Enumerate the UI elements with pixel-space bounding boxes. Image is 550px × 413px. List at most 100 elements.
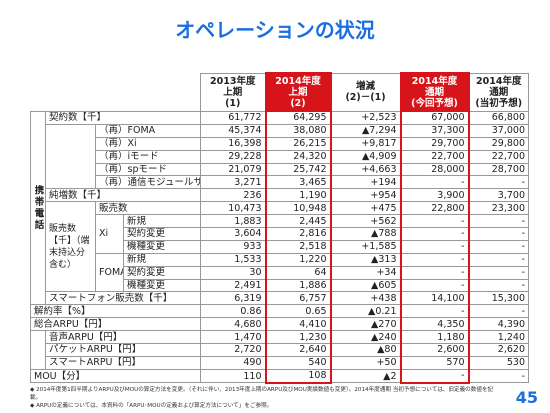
cell-value: ▲80 — [330, 343, 401, 357]
column-header: 2013年度 上期 (1) — [200, 72, 266, 112]
cell-value: 67,000 — [399, 110, 470, 125]
sub-group-label: Xi — [95, 214, 124, 254]
cell-value: - — [468, 304, 529, 319]
footnote: ◆ 2014年度第1四半期よりARPU及びMOUの算定方法を変更。（それに伴い、… — [30, 387, 494, 401]
row-label: 契約変更 — [123, 227, 201, 241]
cell-value: 490 — [200, 355, 266, 370]
cell-value: 22,800 — [399, 201, 470, 216]
cell-value: 3,465 — [264, 175, 332, 190]
cell-value: 16,398 — [200, 136, 266, 151]
cell-value: 1,240 — [468, 330, 529, 345]
column-header: 2014年度 通期 (当初予想) — [468, 72, 529, 112]
cell-value: 64 — [264, 265, 332, 280]
column-header-line: (今回予想) — [411, 97, 458, 109]
cell-value: 110 — [200, 368, 266, 384]
table-row: （再）Xi 16,398 26,215 +9,817 29,700 29,800 — [31, 136, 529, 151]
row-label: 契約数【千】 — [45, 110, 201, 125]
table-row: （再）spモード 21,079 25,742 +4,663 28,000 28,700 — [31, 162, 529, 177]
cell-value: +1,585 — [330, 239, 401, 254]
cell-value: 4,410 — [264, 317, 332, 332]
cell-value: - — [399, 252, 470, 267]
cell-value: 29,800 — [468, 136, 529, 151]
footnotes: ◆ 2014年度第1四半期よりARPU及びMOUの算定方法を変更。（それに伴い、… — [30, 386, 500, 410]
cell-value: - — [399, 175, 470, 190]
column-header: 2014年度 上期 (2) — [264, 72, 332, 112]
cell-value: +438 — [330, 291, 401, 306]
cell-value: 1,190 — [264, 188, 332, 203]
cell-value: 10,948 — [264, 201, 332, 216]
column-header-line: 2014年度 — [476, 75, 522, 87]
cell-value: 2,445 — [264, 214, 332, 229]
cell-value: 26,215 — [264, 136, 332, 151]
cell-value: 2,620 — [468, 343, 529, 357]
cell-value: 2,491 — [200, 278, 266, 293]
header-row: 2013年度 上期 (1) 2014年度 上期 (2) 増減 (2)－(1) 2014年度 通期(… — [30, 72, 529, 112]
cell-value: ▲313 — [330, 252, 401, 267]
cell-value: ▲240 — [330, 330, 401, 345]
column-header-line: 2014年度 — [275, 75, 321, 87]
cell-value: 540 — [264, 355, 332, 370]
cell-value: - — [468, 239, 529, 254]
cell-value: 22,700 — [399, 149, 470, 164]
page-number: 45 — [515, 388, 538, 407]
cell-value: 28,000 — [399, 162, 470, 177]
table: 2013年度 上期 (1) 2014年度 上期 (2) 増減 (2)－(1) 2014年度 通期(… — [30, 72, 529, 384]
table-row: 音声ARPU【円】 1,470 1,230 ▲240 1,180 1,240 — [30, 330, 529, 370]
cell-value: 30 — [200, 265, 266, 280]
row-label: （再）spモード — [95, 162, 201, 177]
cell-value: - — [468, 278, 529, 293]
row-label: 機種変更 — [123, 239, 201, 254]
group-label: 携帯電話 — [30, 110, 46, 306]
cell-value: ▲7,294 — [330, 123, 401, 138]
table-row: 携帯電話 契約数【千】 61,772 64,295 +2,523 67,000 66,800 — [30, 110, 529, 306]
cell-value: - — [399, 278, 470, 293]
cell-value: - — [468, 175, 529, 190]
cell-value: 4,390 — [468, 317, 529, 332]
table-row: スマートフォン販売数【千】 6,319 6,757 +438 14,100 15,300 — [31, 291, 529, 306]
cell-value: 2,640 — [264, 343, 332, 357]
cell-value: ▲2 — [330, 368, 401, 384]
cell-value: 23,300 — [468, 201, 529, 216]
cell-value: ▲788 — [330, 227, 401, 241]
cell-value: +34 — [330, 265, 401, 280]
row-label: 新規 — [123, 214, 201, 229]
cell-value: 64,295 — [264, 110, 332, 125]
cell-value: 1,220 — [264, 252, 332, 267]
column-header-line: 上期 — [288, 86, 308, 98]
cell-value: 108 — [264, 368, 332, 384]
cell-value: 38,080 — [264, 123, 332, 138]
cell-value: 1,883 — [200, 214, 266, 229]
cell-value: 2,600 — [399, 343, 470, 357]
sub-group-label: FOMA — [95, 252, 124, 293]
cell-value: - — [399, 227, 470, 241]
table-row: 機種変更 2,491 1,886 ▲605- - — [31, 278, 529, 293]
table-row: スマートARPU【円】 490 540 +50 570 530 — [31, 355, 529, 370]
row-label: 機種変更 — [123, 278, 201, 293]
row-label: （再）Xi — [95, 136, 201, 151]
table-row: MOU【分】 110 108 ▲2- - — [30, 368, 529, 384]
cell-value: - — [468, 227, 529, 241]
cell-value: 29,228 — [200, 149, 266, 164]
cell-value: 2,518 — [264, 239, 332, 254]
cell-value: - — [468, 368, 529, 384]
cell-value: 1,470 — [200, 330, 266, 345]
row-label: 新規 — [123, 252, 201, 267]
cell-value: ▲0.21 — [330, 304, 401, 319]
cell-value: - — [399, 214, 470, 229]
cell-value: - — [399, 304, 470, 319]
sales-group-label: 販売数【千】（端末持込分含む） — [45, 201, 96, 293]
cell-value: - — [399, 265, 470, 280]
table-row: 販売数【千】（端末持込分含む） 販売数 10,473 10,948 +475 22,800… — [31, 201, 529, 293]
indent — [45, 123, 96, 190]
cell-value: - — [399, 368, 470, 384]
cell-value: ▲605 — [330, 278, 401, 293]
cell-value: +562 — [330, 214, 401, 229]
column-header-line: (2)－(1) — [345, 92, 386, 103]
table-row: （再）iモード 29,228 24,320 ▲4,909 22,700 22,700 — [31, 149, 529, 164]
cell-value: 37,300 — [399, 123, 470, 138]
cell-value: 4,350 — [399, 317, 470, 332]
cell-value: 0.65 — [264, 304, 332, 319]
column-header: 2014年度 通期 (今回予想) — [399, 72, 470, 112]
row-label: （再）FOMA — [95, 123, 201, 138]
